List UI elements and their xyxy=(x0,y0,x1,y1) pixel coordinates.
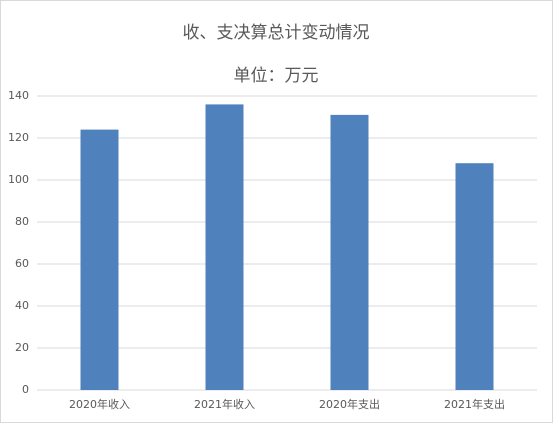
chart-subtitle: 单位：万元 xyxy=(234,66,319,86)
bar xyxy=(205,104,244,391)
bar xyxy=(80,129,119,390)
x-tick-label: 2021年支出 xyxy=(444,397,505,411)
y-tick-label: 140 xyxy=(8,89,29,102)
x-tick-label: 2020年收入 xyxy=(69,397,130,411)
x-tick-label: 2021年收入 xyxy=(194,397,255,411)
y-tick-label: 80 xyxy=(15,215,29,228)
chart-title: 收、支决算总计变动情况 xyxy=(183,23,370,43)
bar xyxy=(455,163,494,390)
y-tick-label: 120 xyxy=(8,131,29,144)
y-tick-label: 0 xyxy=(22,383,29,396)
y-tick-label: 20 xyxy=(15,341,29,354)
y-tick-label: 40 xyxy=(15,299,29,312)
bar xyxy=(330,114,369,391)
x-tick-label: 2020年支出 xyxy=(319,397,380,411)
y-tick-label: 60 xyxy=(15,257,29,270)
y-tick-label: 100 xyxy=(8,173,29,186)
